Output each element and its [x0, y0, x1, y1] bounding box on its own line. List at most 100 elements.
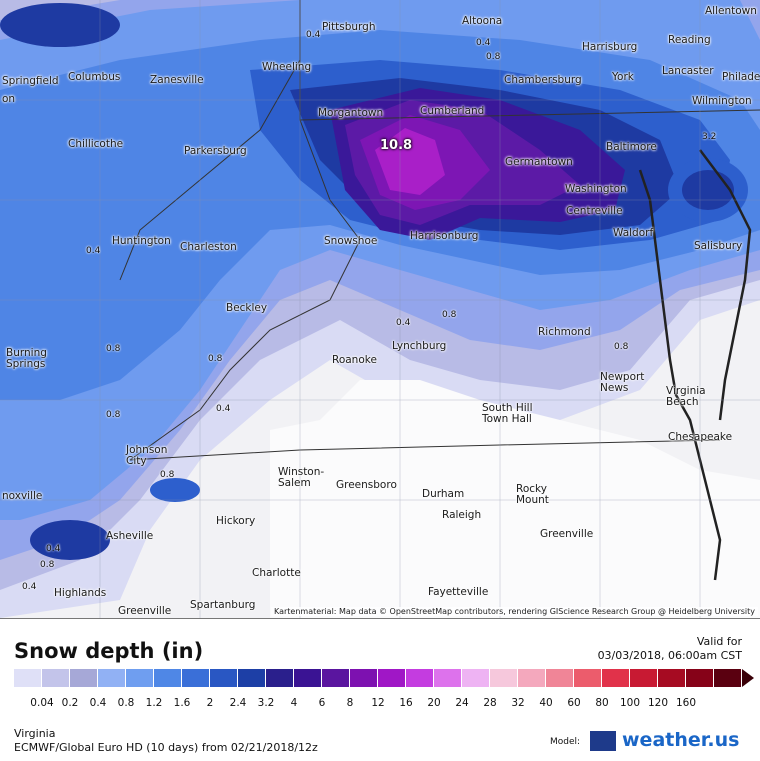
scale-swatch	[574, 669, 602, 687]
scale-tick-label: 2.4	[229, 697, 247, 709]
city-label: Huntington	[112, 235, 171, 247]
scale-tick-label: 16	[399, 697, 413, 709]
contour-label: 0.4	[396, 318, 411, 328]
city-label: noxville	[2, 490, 43, 502]
contour-label: 0.4	[306, 30, 321, 40]
city-label: Snowshoe	[324, 235, 378, 247]
scale-swatch	[70, 669, 98, 687]
scale-swatch	[238, 669, 266, 687]
city-label: Morgantown	[318, 107, 384, 119]
city-label: Reading	[668, 34, 711, 46]
scale-tick-label: 8	[346, 697, 354, 709]
city-label: Pittsburgh	[322, 21, 376, 33]
scale-swatch	[294, 669, 322, 687]
scale-swatch	[210, 669, 238, 687]
contour-label: 0.8	[442, 310, 457, 320]
scale-tick-label: 60	[567, 697, 581, 709]
city-label: Chesapeake	[668, 431, 733, 443]
city-label: Winston-Salem	[278, 466, 325, 489]
scale-swatch	[714, 669, 742, 687]
scale-tick-label: 20	[427, 697, 441, 709]
model-caption: Model:	[550, 737, 581, 747]
scale-arrow-left	[2, 669, 14, 687]
city-label: Waldorf	[613, 227, 654, 239]
city-label: Johnson City	[126, 444, 168, 467]
city-label: Durham	[422, 488, 465, 500]
scale-swatch	[14, 669, 42, 687]
chesapeake-bay	[638, 169, 722, 581]
city-label: Beckley	[226, 302, 268, 314]
scale-swatch	[154, 669, 182, 687]
scale-tick-label: 1.2	[145, 697, 163, 709]
valid-time-block: Valid for 03/03/2018, 06:00am CST	[598, 635, 742, 663]
city-label: Columbus	[68, 71, 121, 83]
contour-label: 0.4	[476, 38, 491, 48]
scale-arrow-right	[742, 669, 754, 687]
scale-tick-label: 28	[483, 697, 497, 709]
scale-swatch	[546, 669, 574, 687]
contour-label: 0.8	[40, 560, 55, 570]
city-label: Philade	[722, 71, 760, 83]
contour-label: 0.4	[46, 544, 61, 554]
city-label: Wheeling	[262, 61, 312, 73]
contour-label: 0.8	[208, 354, 223, 364]
map-attribution: Kartenmaterial: Map data © OpenStreetMap…	[270, 607, 758, 616]
snow-pocket-tn	[30, 520, 110, 560]
scale-swatch	[350, 669, 378, 687]
scale-swatch	[658, 669, 686, 687]
scale-tick-label: 80	[595, 697, 609, 709]
city-label: Rocky Mount	[516, 483, 549, 506]
scale-swatch	[630, 669, 658, 687]
scale-swatch	[602, 669, 630, 687]
city-label: Lancaster	[662, 65, 714, 77]
city-label: Charlotte	[252, 567, 301, 579]
scale-tick-label: 0.2	[61, 697, 79, 709]
max-value-label: 10.8	[380, 138, 413, 153]
contour-label: 0.8	[486, 52, 501, 62]
city-label: Harrisburg	[582, 41, 638, 53]
coastline-east	[699, 149, 752, 421]
scale-tick-label: 100	[619, 697, 641, 709]
scale-swatch	[686, 669, 714, 687]
scale-swatch	[518, 669, 546, 687]
scale-tick-label: 40	[539, 697, 553, 709]
contour-label: 0.8	[106, 344, 121, 354]
city-label: Salisbury	[694, 240, 743, 252]
snow-pocket-delmarva-core	[682, 170, 734, 210]
city-label: Baltimore	[606, 141, 657, 153]
city-label: Spartanburg	[190, 599, 256, 611]
snow-pocket-ohio	[0, 3, 120, 47]
city-label: Chambersburg	[504, 74, 582, 86]
scale-swatch	[462, 669, 490, 687]
scale-tick-label: 0.04	[30, 697, 54, 709]
no-snow-region	[270, 380, 760, 618]
scale-tick-label: 6	[318, 697, 326, 709]
city-label: Altoona	[462, 15, 503, 27]
city-label: York	[612, 71, 634, 83]
scale-tick-label: 0.4	[89, 697, 107, 709]
scale-tick-label: 12	[371, 697, 385, 709]
city-label: Zanesville	[150, 74, 204, 86]
contour-label: 3.2	[702, 132, 717, 142]
scale-swatch	[42, 669, 70, 687]
contour-label: 0.4	[216, 404, 231, 414]
brand-logo[interactable]: weather.us	[622, 729, 740, 751]
scale-tick-label: 4	[290, 697, 298, 709]
scale-tick-label: 0.8	[117, 697, 135, 709]
snow-band-12	[375, 128, 445, 195]
city-label: Burning Springs	[6, 347, 47, 370]
city-label: Greensboro	[336, 479, 397, 491]
contour-label: 0.8	[106, 410, 121, 420]
scale-swatch	[126, 669, 154, 687]
eu-flag-icon	[590, 731, 616, 751]
city-label: Chillicothe	[68, 138, 124, 150]
city-label: Greenville	[118, 605, 172, 617]
model-label: ECMWF/Global Euro HD (10 days) from 02/2…	[14, 741, 318, 754]
contour-label: 0.8	[614, 342, 629, 352]
snow-depth-map[interactable]: Pittsburgh Altoona Allentown Harrisburg …	[0, 0, 760, 618]
city-label: on	[2, 93, 16, 105]
city-label: Washington	[565, 183, 627, 195]
city-label: Virginia Beach	[666, 385, 706, 408]
city-label: Roanoke	[332, 354, 377, 366]
city-label: South Hill Town Hall	[482, 402, 533, 425]
